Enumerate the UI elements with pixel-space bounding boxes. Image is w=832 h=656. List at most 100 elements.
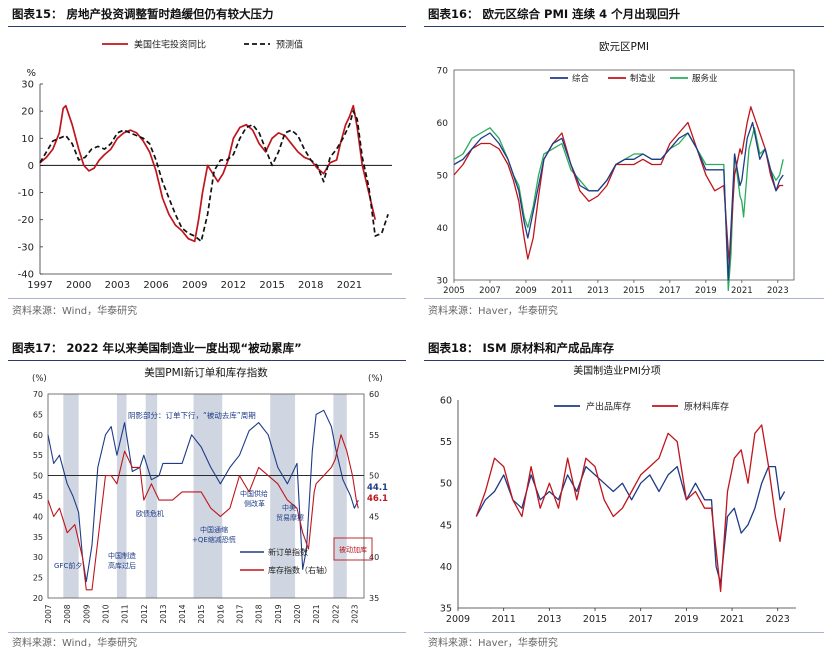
- annotation-trade-war-2: 贸易摩擦: [276, 513, 304, 522]
- x-tick-label: 2019: [695, 286, 717, 296]
- x-tick-label: 2023: [767, 286, 789, 296]
- series-line-manufacturing: [453, 106, 784, 265]
- y-tick-label: 60: [440, 396, 452, 407]
- x-tick-label: 2012: [221, 280, 246, 291]
- x-tick-label: 2023: [766, 614, 790, 625]
- x-tick-label: 2011: [121, 604, 130, 623]
- x-tick-label: 2014: [178, 604, 187, 623]
- x-tick-label: 2013: [587, 286, 609, 296]
- panel-17-heading: 图表17： 2022 年以来美国制造业一度出现“被动累库”: [12, 341, 302, 355]
- y-axis-unit-right: (%): [368, 374, 383, 384]
- panel-18-source: 资料来源：Haver，华泰研究: [428, 638, 558, 649]
- y-tick-label-right: 35: [369, 594, 379, 603]
- heading-divider: [424, 26, 824, 27]
- y-tick-label-left: 55: [33, 451, 43, 460]
- x-tick-label: 2016: [216, 604, 225, 623]
- y-tick-label: 40: [440, 562, 452, 573]
- y-tick-label-right: 40: [369, 553, 379, 562]
- x-tick-label: 2011: [492, 614, 516, 625]
- y-tick-label-left: 65: [33, 410, 43, 419]
- y-tick-label-left: 30: [33, 553, 43, 562]
- x-tick-label: 2013: [537, 614, 561, 625]
- x-tick-label: 2011: [551, 286, 573, 296]
- legend-label-1: 制造业: [630, 73, 656, 84]
- panel-15-heading: 图表15： 房地产投资调整暂时趋缓但仍有较大压力: [12, 7, 274, 21]
- legend-label-2: 服务业: [692, 73, 718, 84]
- plot-frame: [47, 393, 365, 599]
- x-tick-label: 2017: [659, 286, 681, 296]
- x-tick-label: 2005: [443, 286, 465, 296]
- x-tick-label: 2021: [312, 604, 321, 623]
- x-tick-label: 2015: [197, 604, 206, 623]
- end-label-new-orders: 44.1: [367, 483, 388, 493]
- legend-label-1: 原材料库存: [684, 401, 729, 413]
- shaded-period: [193, 394, 223, 598]
- x-tick-label: 2023: [350, 604, 359, 623]
- annotation-china-deflation-2: +QE缩减恐慌: [192, 535, 236, 544]
- x-tick-label: 2010: [101, 604, 110, 623]
- panel-15-source: 资料来源：Wind，华泰研究: [12, 306, 138, 317]
- y-tick-label-left: 40: [33, 512, 43, 521]
- chart-17-svg: 美国PMI新订单和库存指数 (%) (%) 20 25 30 35 40 45 50 55 60 65 7…: [32, 366, 388, 624]
- annotation-supply-reform-1: 中国供给: [240, 489, 268, 498]
- x-tick-label: 2009: [515, 286, 537, 296]
- annotation-china-mfg-1: 中国制造: [108, 551, 136, 560]
- heading-divider: [424, 360, 824, 361]
- x-tick-label: 2019: [674, 614, 698, 625]
- annotation-gfc: GFC前夕: [54, 561, 82, 570]
- y-axis-unit: %: [26, 68, 36, 79]
- chart-panel-18: 图表18： ISM 原材料和产成品库存 美国制造业PMI分项 35 40 45 50 55…: [424, 340, 824, 652]
- x-tick-label: 2015: [259, 280, 284, 291]
- x-tick-label: 2017: [236, 604, 245, 623]
- shaded-period: [145, 394, 158, 598]
- y-tick-label-left: 25: [33, 574, 43, 583]
- x-tick-label: 2003: [105, 280, 130, 291]
- x-tick-label: 2013: [159, 604, 168, 623]
- y-axis-unit-left: (%): [32, 374, 47, 384]
- y-tick-label-right: 60: [369, 390, 379, 399]
- panel-16-heading: 图表16： 欧元区综合 PMI 连续 4 个月出现回升: [428, 7, 681, 21]
- y-tick-label: 45: [440, 520, 452, 531]
- chart-panel-17: 图表17： 2022 年以来美国制造业一度出现“被动累库” 美国PMI新订单和库…: [8, 340, 406, 652]
- annotation-supply-reform-2: 侧改革: [244, 499, 265, 508]
- x-tick-label: 2018: [298, 280, 323, 291]
- annotation-box: [333, 537, 373, 561]
- y-tick-label: -40: [18, 270, 34, 281]
- legend-label-0: 新订单指数: [268, 547, 308, 557]
- y-tick-label: -20: [18, 215, 34, 226]
- x-tick-label: 2000: [66, 280, 91, 291]
- source-divider: [8, 298, 406, 299]
- y-tick-label-left: 45: [33, 492, 43, 501]
- x-tick-label: 2020: [293, 604, 302, 623]
- heading-divider: [8, 26, 406, 27]
- x-tick-label: 2009: [82, 604, 91, 623]
- annotation-euro-debt: 欧债危机: [136, 509, 164, 518]
- x-tick-label: 2017: [629, 614, 653, 625]
- y-tick-label: 30: [437, 277, 449, 287]
- legend-label-1: 预测值: [276, 39, 303, 51]
- series-line-new-orders: [47, 409, 359, 583]
- panel-17-source: 资料来源：Wind，华泰研究: [12, 638, 138, 649]
- chart-title: 欧元区PMI: [599, 41, 649, 53]
- x-tick-label: 2019: [274, 604, 283, 623]
- x-tick-label: 2008: [63, 604, 72, 623]
- source-divider: [424, 298, 824, 299]
- series-line-services: [453, 127, 784, 292]
- chart-panel-15: 图表15： 房地产投资调整暂时趋缓但仍有较大压力 % -40 -30 -20 -10 0 1…: [8, 6, 406, 318]
- y-tick-label: -30: [18, 242, 34, 253]
- x-tick-label: 2021: [337, 280, 362, 291]
- x-tick-label: 2022: [331, 604, 340, 623]
- heading-divider: [8, 360, 406, 361]
- series-line-forecast: [39, 110, 389, 243]
- source-divider: [424, 632, 824, 633]
- y-tick-label-left: 20: [33, 594, 43, 603]
- y-tick-label: -10: [18, 188, 34, 199]
- legend-label-0: 综合: [572, 73, 590, 84]
- legend-label-0: 美国住宅投资同比: [134, 39, 206, 51]
- x-tick-label: 2015: [623, 286, 645, 296]
- y-tick-label-left: 50: [33, 472, 43, 481]
- y-tick-label: 50: [437, 172, 449, 182]
- series-line-investment-yoy: [39, 104, 377, 243]
- source-divider: [8, 632, 406, 633]
- y-tick-label-left: 70: [33, 390, 43, 399]
